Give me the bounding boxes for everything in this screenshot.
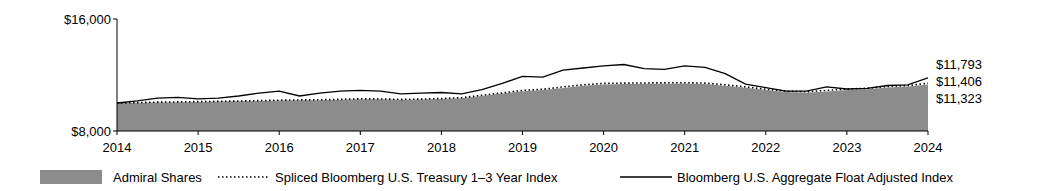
x-tick-label: 2024 [914,140,943,155]
y-tick-label: $16,000 [64,12,111,27]
x-tick-label: 2023 [832,140,861,155]
x-tick [279,131,280,135]
x-tick [441,131,442,135]
x-tick-label: 2021 [670,140,699,155]
x-tick [360,131,361,135]
x-tick [522,131,523,135]
x-tick-label: 2016 [265,140,294,155]
x-tick [684,131,685,135]
x-tick-label: 2015 [184,140,213,155]
legend-label: Admiral Shares [113,170,202,185]
end-label: $11,793 [936,57,982,72]
chart: $8,000 $16,000 2014 2015 2016 2017 2018 2019 202… [0,0,1048,191]
end-label: $11,323 [936,91,982,106]
y-tick [113,19,117,20]
legend-label: Spliced Bloomberg U.S. Treasury 1–3 Year… [275,170,558,185]
x-tick [198,131,199,135]
x-tick [928,131,929,135]
x-tick [603,131,604,135]
x-tick-label: 2019 [508,140,537,155]
legend-swatch [620,176,672,177]
x-tick-label: 2014 [103,140,132,155]
x-tick [765,131,766,135]
line-series [117,83,928,103]
y-tick-label: $8,000 [71,124,111,139]
x-tick [117,131,118,135]
plot-area [117,65,928,132]
x-tick-label: 2020 [589,140,618,155]
y-axis [117,19,118,131]
legend-swatch [218,176,270,178]
x-tick-label: 2017 [346,140,375,155]
line-series [117,65,928,104]
x-tick [846,131,847,135]
x-tick-label: 2018 [427,140,456,155]
end-label: $11,406 [936,74,982,89]
x-tick-label: 2022 [751,140,780,155]
legend-swatch [40,170,102,184]
y-tick [113,131,117,132]
legend-label: Bloomberg U.S. Aggregate Float Adjusted … [677,170,954,185]
